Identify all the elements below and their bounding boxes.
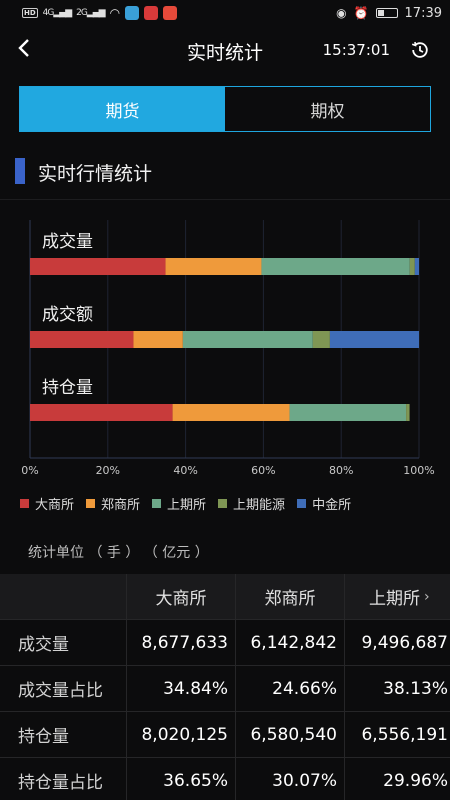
x-tick-label: 20% [96,464,120,477]
status-right: ◉ ⏰ 17:39 [336,6,442,21]
bar-segment [172,404,290,421]
legend-item: 上期能源 [218,494,285,513]
clock-time: 15:37:01 [322,41,390,59]
tab-futures[interactable]: 期货 [20,87,225,131]
table-cell: 6,142,842 [236,620,345,665]
legend-swatch [152,499,162,508]
bar-segment [165,258,262,275]
table-corner-cell [0,574,127,619]
signal-2g-icon: 2G▂▄▆ [76,8,105,18]
table-cell: 36.65% [127,758,236,800]
legend-label: 上期能源 [233,498,286,513]
bar-segment [312,331,330,348]
table-cell: 6,580,540 [236,712,345,757]
chevron-right-icon[interactable]: › [424,588,430,605]
table-cell: 38.13% [383,678,448,699]
table-cell: 29.96% [383,770,448,791]
row-label: 成交量占比 [0,666,127,711]
column-header: 郑商所 [236,574,345,619]
bar-segment [30,258,166,275]
bar-segment [182,331,313,348]
table-cell: 30.07% [236,758,345,800]
chart-legend: 大商所 郑商所 上期所 上期能源 中金所 [20,494,351,513]
table-cell: 9,496,687 [361,632,448,653]
title-bar: 实时统计 15:37:01 [0,26,450,76]
bar-segment [30,404,173,421]
legend-item: 上期所 [152,494,206,513]
wifi-icon: ◠ [109,6,121,20]
bar-segment [406,404,410,421]
bar-segment [329,331,419,348]
x-tick-label: 60% [251,464,275,477]
x-tick-label: 100% [403,464,434,477]
row-label: 持仓量 [0,712,127,757]
bar-segment [409,258,415,275]
table-cell: 34.84% [127,666,236,711]
legend-label: 郑商所 [101,498,141,513]
page-title: 实时统计 [186,42,263,64]
category-label: 成交额 [42,305,93,325]
table-cell: 8,677,633 [127,620,236,665]
table-cell: 6,556,191 [361,724,448,745]
hd-icon: HD [22,8,38,18]
status-bar: HD 4G▂▄▆ 2G▂▄▆ ◠ ◉ ⏰ 17:39 [0,0,450,26]
table-cell: 8,020,125 [127,712,236,757]
legend-label: 中金所 [312,498,352,513]
legend-item: 大商所 [20,494,74,513]
app-notification-icon [163,6,178,20]
legend-swatch [86,499,96,508]
column-header[interactable]: 上期所 › [369,588,430,610]
row-label: 成交量 [0,620,127,665]
eye-icon: ◉ [336,6,347,20]
table-row: 持仓量 8,020,125 6,580,540 6,556,191 [0,712,450,758]
section-header: 实时行情统计 [0,145,450,200]
app-notification-icon [144,6,159,20]
section-accent-bar [15,158,25,184]
table-row: 持仓量占比 36.65% 30.07% 29.96% [0,758,450,800]
legend-label: 上期所 [167,498,207,513]
history-icon[interactable] [410,40,430,60]
legend-swatch [218,499,228,508]
table-header-row: 大商所 郑商所 上期所 › [0,574,450,620]
legend-label: 大商所 [35,498,75,513]
battery-icon [375,8,398,18]
x-tick-label: 40% [173,464,197,477]
category-label: 成交量 [42,232,93,252]
stats-table: 大商所 郑商所 上期所 › 成交量 8,677,633 6,142,842 9,4… [0,574,450,800]
bar-segment [414,258,419,275]
unit-note: 统计单位 （ 手 ） （ 亿元 ） [28,545,209,561]
market-tabs: 期货 期权 [19,86,431,132]
section-title: 实时行情统计 [38,163,153,185]
x-tick-label: 80% [329,464,353,477]
table-cell: 24.66% [236,666,345,711]
signal-4g-icon: 4G▂▄▆ [42,8,72,18]
legend-item: 中金所 [297,494,351,513]
table-row: 成交量 8,677,633 6,142,842 9,496,687 [0,620,450,666]
bar-segment [133,331,183,348]
tab-options[interactable]: 期权 [225,87,430,131]
status-time: 17:39 [404,5,442,21]
bar-segment [30,331,134,348]
category-label: 持仓量 [42,378,93,398]
legend-swatch [297,499,307,508]
stacked-bar-chart: 0% 20% 40% 60% 80% 100% 成交量成交额持仓量 [0,200,450,540]
app-notification-icon [125,6,140,20]
bar-segment [261,258,410,275]
x-tick-label: 0% [21,464,38,477]
status-left: HD 4G▂▄▆ 2G▂▄▆ ◠ [22,6,178,20]
alarm-icon: ⏰ [353,6,369,20]
table-row: 成交量占比 34.84% 24.66% 38.13% [0,666,450,712]
back-icon[interactable] [16,36,32,66]
row-label: 持仓量占比 [0,758,127,800]
column-header: 大商所 [127,574,236,619]
legend-swatch [20,499,29,508]
bar-segment [289,404,407,421]
legend-item: 郑商所 [86,494,140,513]
